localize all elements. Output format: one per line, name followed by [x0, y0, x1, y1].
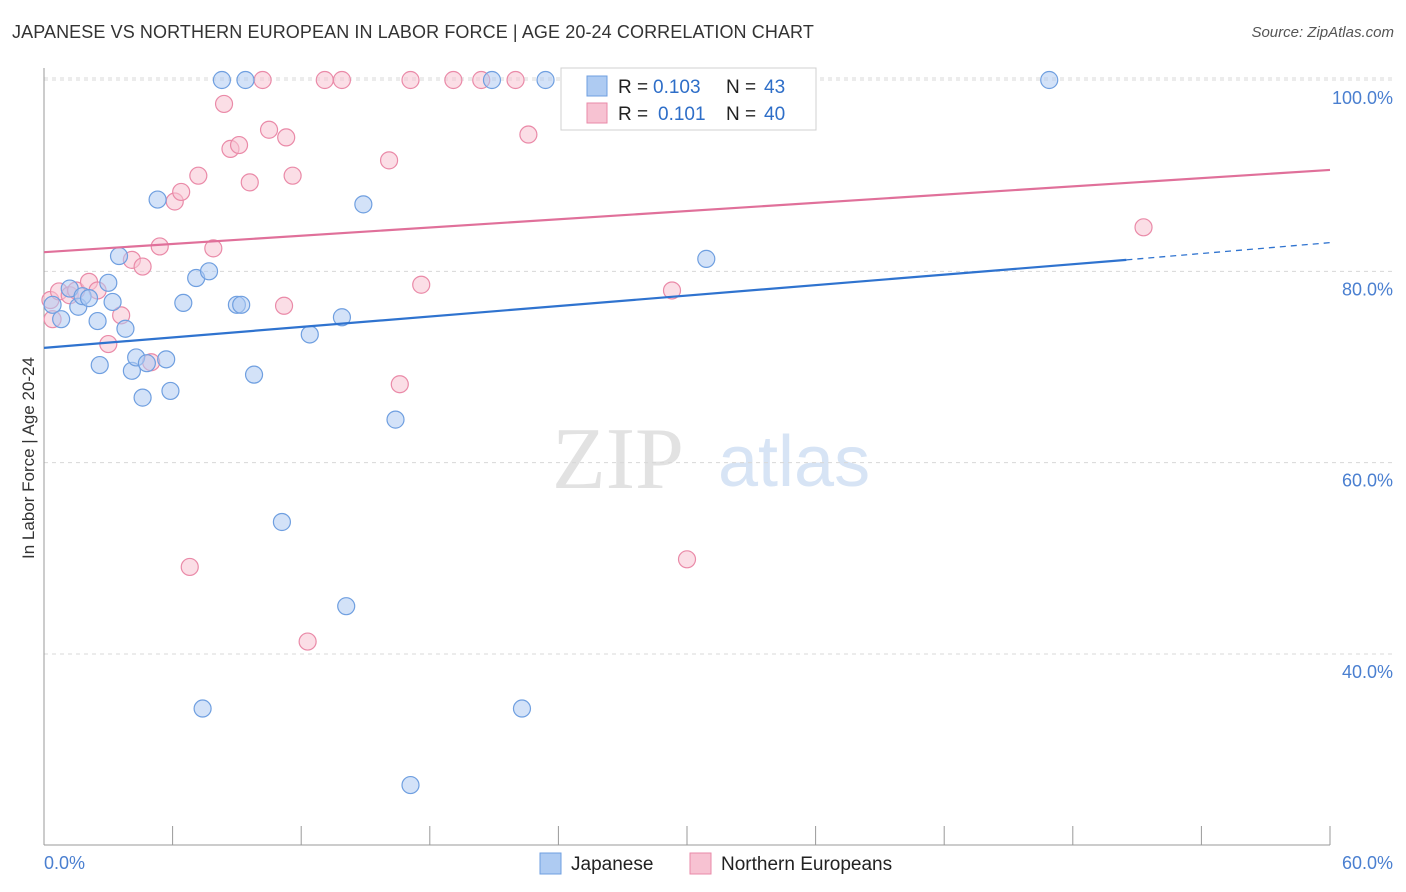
japanese-point: [401, 775, 420, 795]
bottom-legend-swatch-japanese: [539, 852, 562, 875]
gridlines: [44, 77, 1393, 655]
series-northern-europeans: [41, 70, 1153, 651]
legend-r-label-northern: R =: [618, 104, 648, 125]
northern-point: [277, 128, 296, 147]
y-tick-label-100: 100.0%: [1332, 88, 1393, 108]
trend-line-japanese: [43, 258, 1127, 349]
series-japanese: [43, 70, 1059, 795]
japanese-point: [79, 289, 99, 308]
japanese-point: [300, 325, 319, 344]
legend-n-label-japanese: N =: [726, 77, 756, 98]
japanese-point: [161, 381, 180, 401]
japanese-point: [199, 262, 219, 281]
northern-point: [133, 257, 152, 276]
japanese-point: [43, 295, 62, 314]
trend-lines: [43, 168, 1331, 349]
legend-swatch-northern: [586, 102, 608, 124]
northern-point: [214, 94, 234, 114]
legend-r-value-japanese: 0.103: [653, 77, 701, 98]
japanese-point: [137, 354, 156, 373]
japanese-point: [99, 273, 118, 292]
northern-point: [259, 120, 279, 139]
japanese-point: [193, 699, 212, 718]
watermark: ZIP atlas: [552, 411, 870, 508]
trend-line-japanese-extension: [1126, 241, 1331, 261]
source-credit: Source: ZipAtlas.com: [1251, 24, 1394, 41]
japanese-point: [109, 246, 129, 266]
bottom-legend-swatch-northern: [689, 852, 712, 875]
bottom-legend-label-northern: Northern Europeans: [721, 854, 892, 875]
legend-r-label-japanese: R =: [618, 77, 648, 98]
northern-point: [189, 166, 208, 185]
x-ticks: [43, 826, 1331, 845]
northern-point: [1134, 218, 1153, 237]
japanese-point: [512, 699, 532, 718]
japanese-point: [88, 311, 107, 331]
y-tick-label-40: 40.0%: [1342, 662, 1393, 682]
northern-point: [506, 70, 525, 90]
japanese-point: [244, 365, 264, 384]
northern-point: [401, 70, 420, 90]
japanese-point: [272, 512, 292, 532]
japanese-point: [52, 310, 71, 329]
legend-n-value-northern: 40: [764, 104, 785, 125]
northern-point: [390, 375, 409, 394]
northern-point: [444, 70, 463, 90]
japanese-point: [337, 597, 356, 616]
japanese-point: [536, 70, 555, 90]
japanese-point: [116, 319, 135, 338]
y-tick-label-60: 60.0%: [1342, 471, 1393, 491]
japanese-point: [174, 293, 193, 313]
correlation-legend: R = 0.103 N = 43 R = 0.101 N = 40: [560, 67, 817, 131]
northern-point: [332, 70, 352, 90]
y-axis-label: In Labor Force | Age 20-24: [19, 357, 38, 559]
japanese-point: [157, 350, 176, 369]
legend-swatch-japanese: [586, 75, 608, 97]
chart-title: JAPANESE VS NORTHERN EUROPEAN IN LABOR F…: [12, 22, 814, 42]
northern-point: [150, 237, 169, 256]
northern-point: [240, 173, 259, 192]
legend-n-label-northern: N =: [726, 104, 756, 125]
japanese-point: [133, 388, 152, 407]
watermark-atlas: atlas: [718, 422, 870, 502]
northern-point: [180, 557, 199, 577]
japanese-point: [1040, 70, 1059, 90]
northern-point: [283, 166, 302, 185]
x-tick-label-min: 0.0%: [44, 853, 85, 873]
northern-point: [204, 239, 223, 258]
japanese-point: [354, 195, 373, 214]
northern-point: [379, 151, 399, 170]
japanese-point: [386, 410, 405, 429]
series-legend: Japanese Northern Europeans: [539, 852, 892, 875]
northern-point: [172, 182, 191, 202]
y-tick-labels: 40.0% 60.0% 80.0% 100.0%: [1332, 88, 1393, 682]
northern-point: [253, 70, 272, 90]
northern-point: [229, 135, 249, 155]
northern-point: [677, 550, 697, 569]
northern-point: [662, 281, 682, 300]
japanese-point: [236, 70, 255, 90]
japanese-point: [212, 70, 231, 90]
northern-point: [298, 632, 317, 651]
watermark-zip: ZIP: [552, 411, 684, 508]
japanese-point: [103, 292, 122, 312]
japanese-point: [90, 355, 109, 375]
japanese-point: [482, 70, 502, 90]
japanese-point: [697, 249, 716, 268]
legend-n-value-japanese: 43: [764, 77, 785, 98]
northern-point: [274, 296, 294, 315]
japanese-point: [148, 190, 167, 209]
bottom-legend-label-japanese: Japanese: [571, 854, 653, 875]
northern-point: [519, 125, 538, 144]
trend-line-northern: [43, 168, 1331, 254]
y-tick-label-80: 80.0%: [1342, 279, 1393, 299]
japanese-point: [232, 295, 251, 314]
x-tick-label-max: 60.0%: [1342, 853, 1393, 873]
northern-point: [412, 275, 431, 294]
japanese-point: [332, 308, 352, 327]
northern-point: [315, 70, 334, 90]
legend-r-value-northern: 0.101: [658, 104, 706, 125]
